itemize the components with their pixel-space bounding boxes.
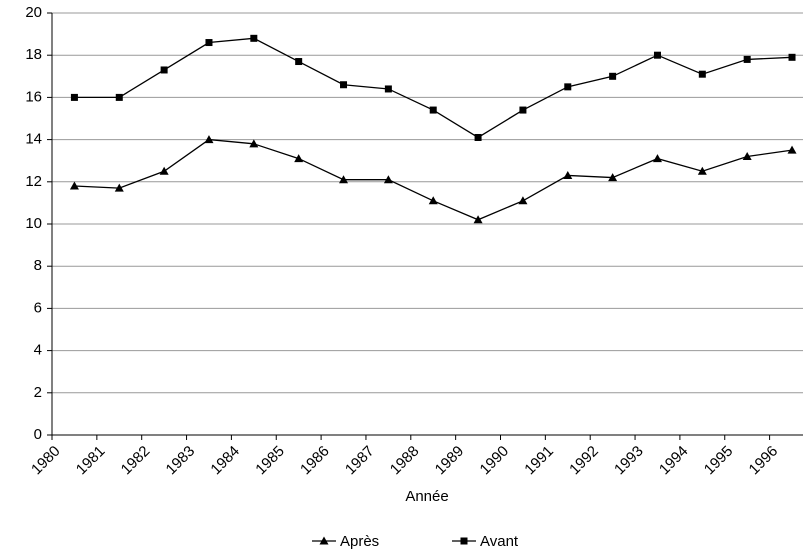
marker [608, 173, 618, 182]
x-tick-label: 1986 [297, 443, 333, 479]
y-tick-label: 16 [25, 88, 42, 105]
marker [563, 170, 573, 179]
x-tick-label: 1992 [566, 443, 602, 479]
marker [788, 53, 796, 61]
x-tick-label: 1990 [477, 443, 513, 479]
x-tick-label: 1988 [387, 443, 423, 479]
y-tick-label: 6 [34, 299, 42, 316]
x-tick-label: 1995 [701, 443, 737, 479]
marker [383, 175, 393, 184]
y-tick-label: 10 [25, 215, 42, 232]
y-tick-label: 12 [25, 173, 42, 190]
marker [743, 55, 751, 63]
marker [205, 39, 213, 47]
x-tick-label: 1987 [342, 443, 378, 479]
marker [519, 106, 527, 114]
marker [474, 133, 482, 141]
marker [460, 537, 468, 545]
marker [697, 166, 707, 175]
y-tick-label: 0 [34, 426, 42, 443]
y-tick-label: 4 [34, 342, 42, 359]
marker [249, 139, 259, 148]
y-tick-label: 20 [25, 4, 42, 21]
marker [114, 183, 124, 192]
marker [294, 154, 304, 163]
y-tick-label: 14 [25, 131, 42, 148]
marker [70, 93, 78, 101]
marker [652, 154, 662, 163]
y-tick-label: 8 [34, 257, 42, 274]
line [74, 37, 793, 139]
x-tick-label: 1982 [118, 443, 154, 479]
x-tick-label: 1993 [611, 443, 647, 479]
marker [428, 196, 438, 205]
marker [160, 66, 168, 74]
marker [295, 58, 303, 66]
y-tick-label: 2 [34, 384, 42, 401]
marker [204, 135, 214, 144]
legend-label: Après [340, 533, 379, 550]
x-tick-label: 1985 [252, 443, 288, 479]
marker [319, 536, 329, 545]
x-tick-label: 1984 [207, 443, 243, 479]
x-tick-label: 1980 [28, 443, 64, 479]
line [74, 138, 793, 221]
marker [159, 166, 169, 175]
marker [115, 93, 123, 101]
marker [69, 181, 79, 190]
marker [698, 70, 706, 78]
marker [609, 72, 617, 80]
x-axis-label: Année [405, 488, 448, 505]
marker [339, 175, 349, 184]
marker [564, 83, 572, 91]
legend-label: Avant [480, 533, 519, 550]
marker [384, 85, 392, 93]
x-tick-label: 1994 [656, 443, 692, 479]
y-tick-label: 18 [25, 46, 42, 63]
marker [787, 145, 797, 154]
x-tick-label: 1983 [163, 443, 199, 479]
x-tick-label: 1989 [432, 443, 468, 479]
marker [429, 106, 437, 114]
marker [742, 151, 752, 160]
x-tick-label: 1981 [73, 443, 109, 479]
x-tick-label: 1996 [746, 443, 782, 479]
marker [653, 51, 661, 59]
marker [250, 34, 258, 42]
x-tick-label: 1991 [521, 443, 557, 479]
marker [518, 196, 528, 205]
marker [473, 215, 483, 224]
marker [340, 81, 348, 89]
